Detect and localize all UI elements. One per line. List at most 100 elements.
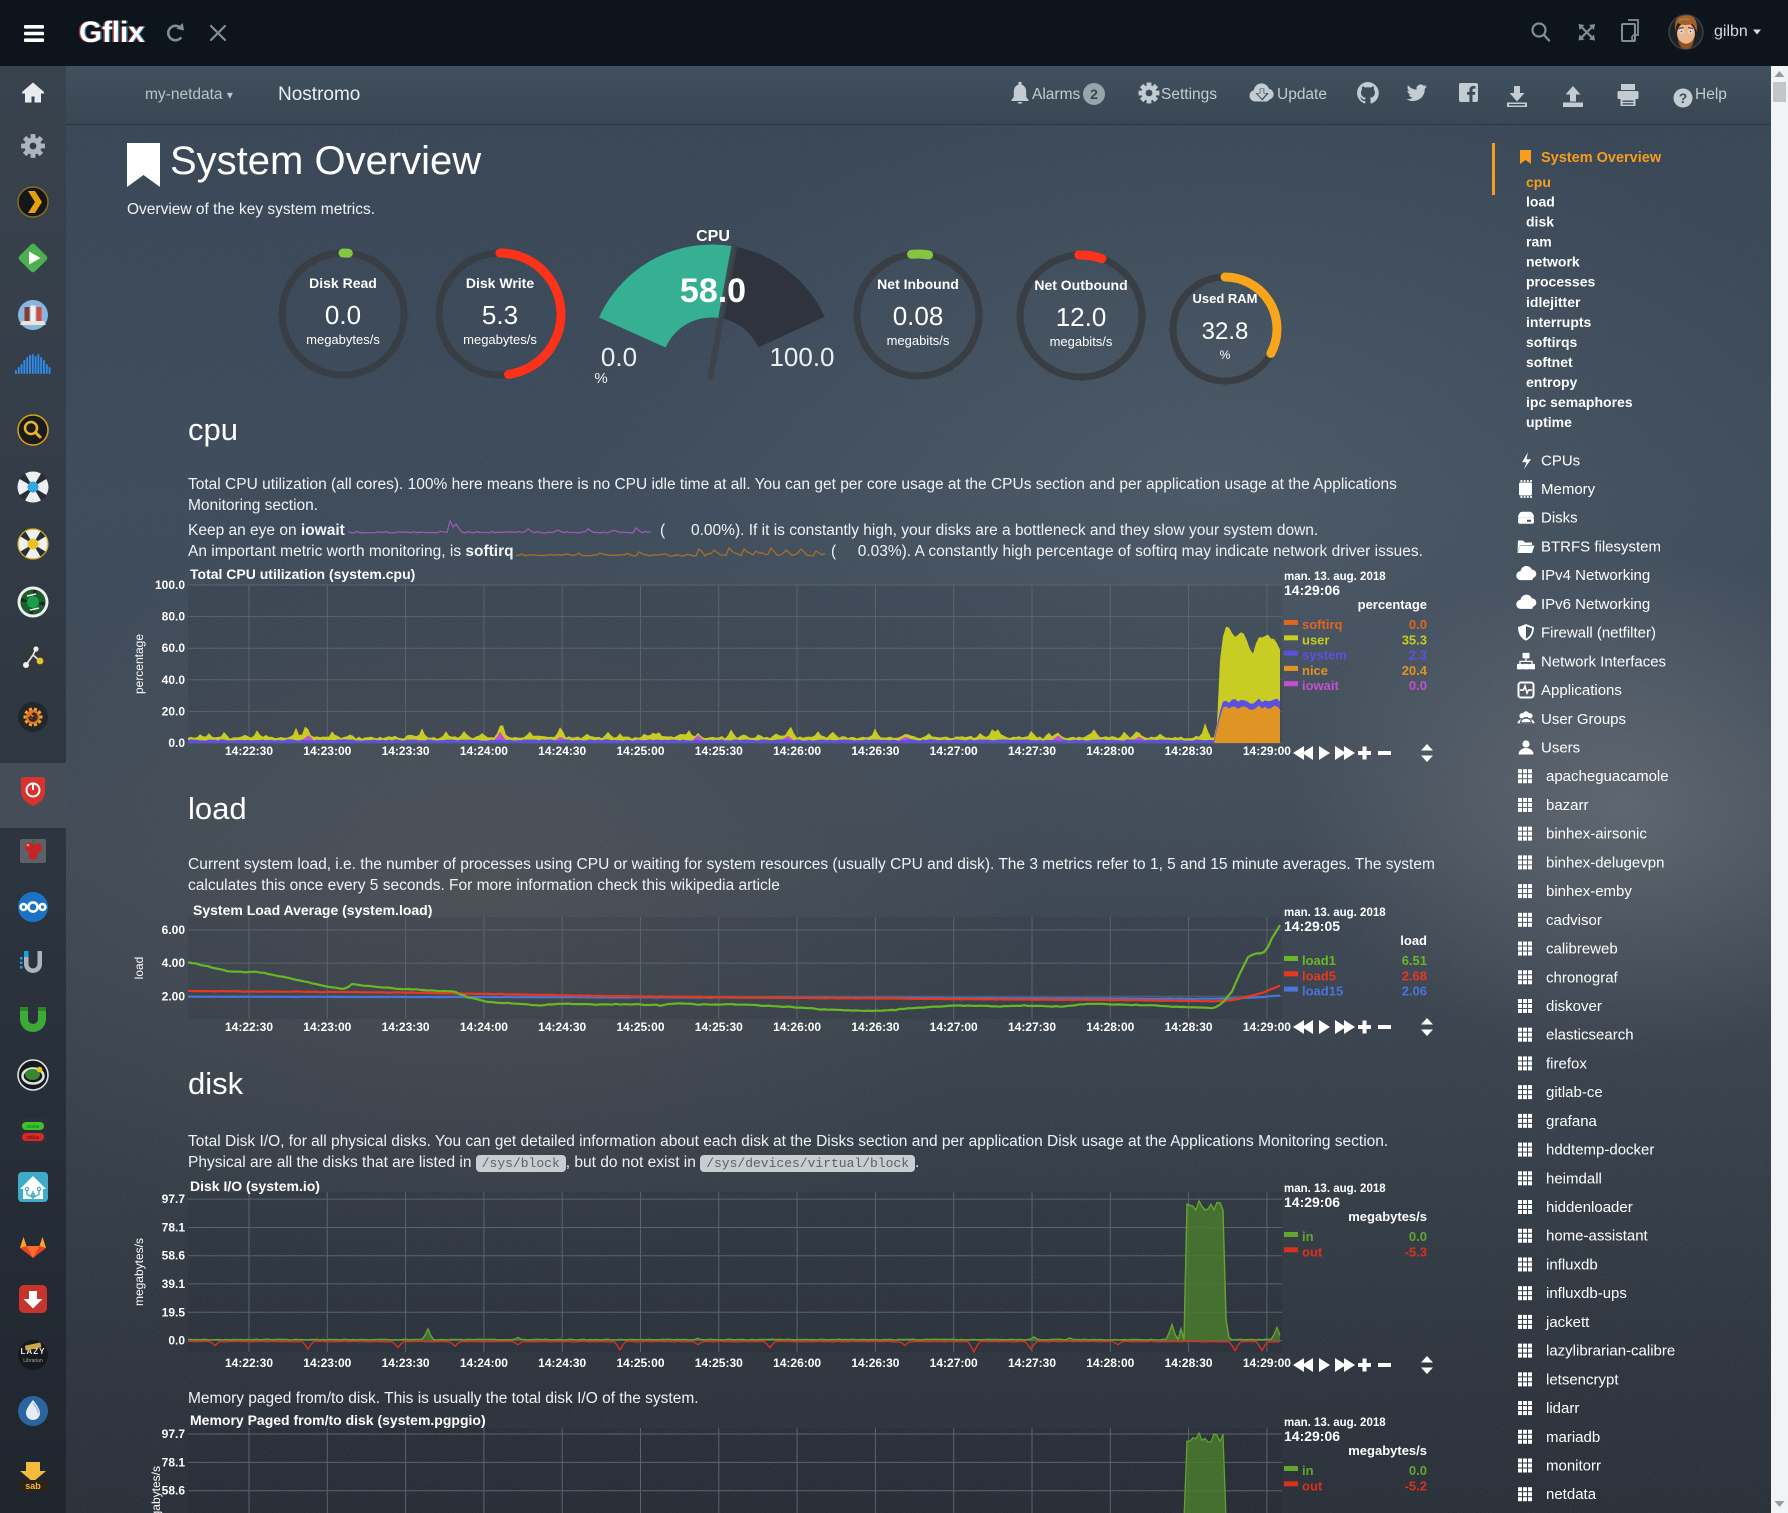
svg-text:2.3: 2.3 [1409, 648, 1427, 663]
svg-text:load15: load15 [1302, 984, 1343, 999]
svg-text:14:27:00: 14:27:00 [930, 1356, 978, 1370]
svg-text:-5.2: -5.2 [1405, 1478, 1427, 1493]
svg-text:Offline: Offline [27, 1135, 40, 1140]
svg-text:14:25:00: 14:25:00 [616, 744, 664, 758]
svg-text:Disk Write: Disk Write [466, 275, 534, 291]
svg-text:binhex-emby: binhex-emby [1546, 883, 1632, 900]
svg-text:in: in [1302, 1229, 1314, 1244]
svg-text:6.00: 6.00 [162, 923, 186, 937]
svg-text:78.1: 78.1 [162, 1221, 186, 1235]
svg-text:monitorr: monitorr [1546, 1458, 1601, 1475]
svg-text:14:23:30: 14:23:30 [382, 1020, 430, 1034]
svg-text:system: system [1302, 648, 1347, 663]
svg-text:megabytes/s: megabytes/s [1348, 1209, 1427, 1224]
svg-text:35.3: 35.3 [1402, 632, 1427, 647]
svg-text:percentage: percentage [1358, 597, 1427, 612]
svg-text:home-assistant: home-assistant [1546, 1228, 1649, 1245]
svg-text:14:27:30: 14:27:30 [1008, 1020, 1056, 1034]
svg-text:load5: load5 [1302, 968, 1336, 983]
svg-text:14:23:00: 14:23:00 [303, 1020, 351, 1034]
svg-text:14:26:00: 14:26:00 [773, 1356, 821, 1370]
svg-text:ipc semaphores: ipc semaphores [1526, 394, 1633, 410]
svg-text:Disk Read: Disk Read [309, 275, 377, 291]
svg-text:78.1: 78.1 [162, 1455, 186, 1469]
svg-text:0.0: 0.0 [1409, 1463, 1427, 1478]
svg-text:Librarian: Librarian [23, 1358, 43, 1364]
svg-text:nice: nice [1302, 663, 1328, 678]
svg-text:System Overview: System Overview [1541, 150, 1662, 166]
svg-text:netdata: netdata [1546, 1486, 1597, 1503]
svg-text:mariadb: mariadb [1546, 1429, 1600, 1446]
svg-text:0.0: 0.0 [1409, 678, 1427, 693]
svg-text:hddtemp-docker: hddtemp-docker [1546, 1142, 1654, 1159]
svg-text:Memory Paged from/to disk (sys: Memory Paged from/to disk (system.pgpgio… [190, 1412, 486, 1428]
svg-text:14:26:00: 14:26:00 [773, 744, 821, 758]
svg-text:binhex-delugevpn: binhex-delugevpn [1546, 854, 1664, 871]
svg-text:man. 13. aug. 2018: man. 13. aug. 2018 [1284, 907, 1386, 919]
svg-text:calibreweb: calibreweb [1546, 941, 1618, 958]
svg-text:idlejitter: idlejitter [1526, 294, 1581, 310]
svg-text:percentage: percentage [132, 634, 146, 694]
svg-text:14:28:00: 14:28:00 [1086, 744, 1134, 758]
svg-text:Used RAM: Used RAM [1192, 291, 1257, 306]
svg-text:14:22:30: 14:22:30 [225, 744, 273, 758]
svg-text:influxdb: influxdb [1546, 1257, 1598, 1274]
svg-text:processes: processes [1526, 274, 1595, 290]
svg-text:14:25:00: 14:25:00 [616, 1020, 664, 1034]
svg-text:2.06: 2.06 [1402, 984, 1427, 999]
svg-text:12.0: 12.0 [1056, 302, 1107, 332]
svg-text:39.1: 39.1 [162, 1277, 186, 1291]
svg-text:IPv4 Networking: IPv4 Networking [1541, 567, 1650, 584]
svg-text:megabytes/s: megabytes/s [463, 332, 537, 347]
svg-text:6.51: 6.51 [1402, 953, 1427, 968]
svg-text:0.0: 0.0 [1409, 617, 1427, 632]
svg-text:%: % [1220, 348, 1231, 362]
svg-text:softirq: softirq [1302, 617, 1343, 632]
svg-text:influxdb-ups: influxdb-ups [1546, 1285, 1627, 1302]
svg-text:58.6: 58.6 [162, 1249, 186, 1263]
svg-text:sab: sab [25, 1481, 41, 1491]
svg-text:14:29:00: 14:29:00 [1243, 1356, 1291, 1370]
svg-text:load: load [1400, 933, 1427, 948]
svg-text:58.0: 58.0 [680, 272, 746, 310]
svg-text:4.00: 4.00 [162, 956, 186, 970]
svg-text:softnet: softnet [1526, 354, 1573, 370]
svg-text:megabytes/s: megabytes/s [149, 1466, 163, 1513]
svg-text:uptime: uptime [1526, 414, 1572, 430]
svg-text:load: load [132, 957, 146, 980]
svg-text:IPv6 Networking: IPv6 Networking [1541, 596, 1650, 613]
svg-text:32.8: 32.8 [1202, 318, 1249, 345]
svg-text:iowait: iowait [1302, 678, 1340, 693]
svg-text:14:25:00: 14:25:00 [616, 1356, 664, 1370]
svg-text:14:24:00: 14:24:00 [460, 1356, 508, 1370]
svg-text:14:29:06: 14:29:06 [1284, 1194, 1340, 1210]
svg-text:0.0: 0.0 [601, 342, 637, 372]
svg-text:-5.3: -5.3 [1405, 1244, 1427, 1259]
svg-text:14:29:00: 14:29:00 [1243, 744, 1291, 758]
svg-text:14:22:30: 14:22:30 [225, 1020, 273, 1034]
svg-text:14:25:30: 14:25:30 [695, 1020, 743, 1034]
svg-text:heimdall: heimdall [1546, 1170, 1602, 1187]
svg-text:100.0: 100.0 [769, 342, 834, 372]
svg-text:%: % [594, 370, 607, 387]
svg-text:grafana: grafana [1546, 1113, 1598, 1130]
svg-text:14:29:00: 14:29:00 [1243, 1020, 1291, 1034]
svg-text:CPUs: CPUs [1541, 452, 1580, 469]
svg-text:BTRFS filesystem: BTRFS filesystem [1541, 539, 1661, 556]
svg-text:0.0: 0.0 [168, 1334, 185, 1348]
svg-text:100.0: 100.0 [155, 578, 185, 592]
svg-text:interrupts: interrupts [1526, 314, 1592, 330]
svg-text:out: out [1302, 1244, 1323, 1259]
svg-text:user: user [1302, 632, 1329, 647]
svg-text:letsencrypt: letsencrypt [1546, 1371, 1619, 1388]
svg-text:softirqs: softirqs [1526, 334, 1578, 350]
svg-text:0.0: 0.0 [168, 736, 185, 750]
svg-text:elasticsearch: elasticsearch [1546, 1027, 1634, 1044]
svg-text:man. 13. aug. 2018: man. 13. aug. 2018 [1284, 1417, 1386, 1429]
svg-text:ram: ram [1526, 234, 1552, 250]
svg-text:14:23:30: 14:23:30 [382, 744, 430, 758]
svg-text:megabytes/s: megabytes/s [1348, 1443, 1427, 1458]
svg-text:5.3: 5.3 [482, 300, 518, 330]
svg-text:firefox: firefox [1546, 1055, 1587, 1072]
svg-text:14:29:06: 14:29:06 [1284, 1428, 1340, 1444]
